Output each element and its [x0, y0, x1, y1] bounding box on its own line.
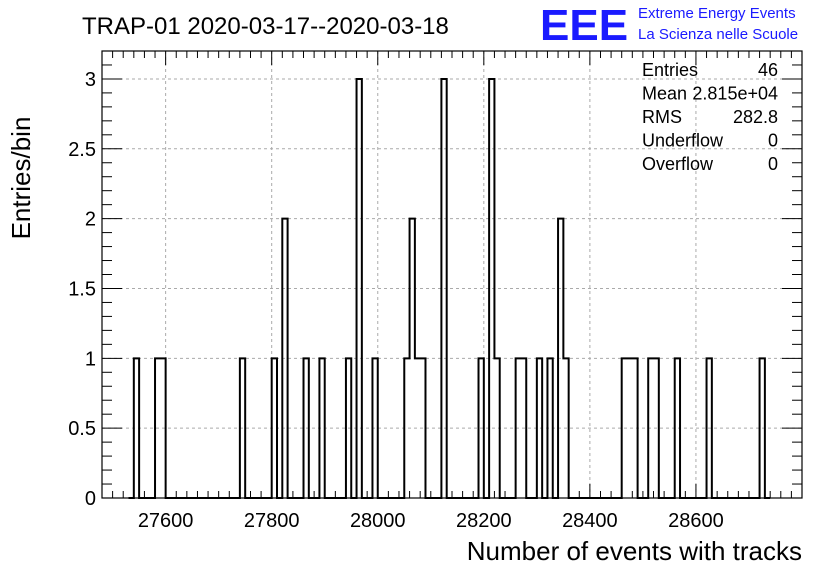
histogram-bin	[521, 358, 526, 498]
histogram-bin	[134, 358, 139, 498]
histogram-bin	[547, 358, 552, 498]
histogram-bin	[627, 358, 632, 498]
histogram-bin	[415, 358, 420, 498]
tick-labels: 27600 27800 28000 28200 28400 28600 0 0.5 1 1.5 2 2…	[68, 69, 724, 532]
eee-logo: EEE Extreme Energy Events La Scienza nel…	[540, 1, 798, 50]
stats-box: Entries 46 Mean 2.815e+04 RMS 282.8 Underflow 0…	[642, 60, 778, 174]
y-axis-label: Entries/bin	[6, 117, 36, 240]
histogram-bin	[516, 358, 521, 498]
histogram-bin	[558, 219, 563, 498]
histogram-bin	[563, 358, 568, 498]
x-axis-label: Number of events with tracks	[467, 536, 802, 566]
histogram-bin	[372, 358, 377, 498]
histogram-bin	[441, 79, 446, 498]
histogram-bin	[272, 358, 277, 498]
x-tick-label: 28000	[350, 510, 406, 532]
histogram-bin	[160, 358, 165, 498]
axis-ticks	[101, 51, 803, 499]
histogram-bin	[155, 358, 160, 498]
histogram-bin	[537, 358, 542, 498]
histogram-bin	[240, 358, 245, 498]
histogram-bin	[357, 79, 362, 498]
histogram-bin	[632, 358, 637, 498]
stats-value: 2.815e+04	[692, 84, 778, 104]
histogram-bin	[654, 358, 659, 498]
histogram-bin	[494, 358, 499, 498]
histogram-bin	[346, 358, 351, 498]
y-tick-label: 0	[85, 488, 96, 510]
x-tick-label: 28200	[456, 510, 512, 532]
histogram-bin	[489, 79, 494, 498]
histogram-bin	[420, 358, 425, 498]
y-tick-label: 1	[85, 348, 96, 370]
x-tick-label: 28600	[668, 510, 724, 532]
grid	[102, 51, 802, 498]
plot-frame	[101, 50, 803, 499]
histogram-bin	[707, 358, 712, 498]
stats-label: Overflow	[642, 154, 714, 174]
chart-title: TRAP-01 2020-03-17--2020-03-18	[82, 13, 449, 40]
y-tick-label: 0.5	[68, 418, 96, 440]
y-tick-label: 2	[85, 209, 96, 231]
histogram-bin	[760, 358, 765, 498]
histogram-bin	[404, 358, 409, 498]
logo-mark: EEE	[540, 1, 628, 50]
logo-line1: Extreme Energy Events	[638, 5, 796, 22]
stats-value: 0	[768, 154, 778, 174]
histogram-bin	[304, 358, 309, 498]
y-tick-label: 1.5	[68, 278, 96, 300]
y-tick-label: 2.5	[68, 139, 96, 161]
histogram-bin	[410, 219, 415, 498]
stats-value: 46	[758, 60, 778, 80]
stats-label: RMS	[642, 107, 682, 127]
stats-label: Underflow	[642, 131, 724, 151]
logo-line2: La Scienza nelle Scuole	[638, 26, 798, 43]
y-tick-label: 3	[85, 69, 96, 91]
x-tick-label: 27800	[244, 510, 300, 532]
stats-value: 282.8	[733, 107, 778, 127]
histogram-bin	[675, 358, 680, 498]
x-tick-label: 27600	[138, 510, 194, 532]
histogram-bin	[622, 358, 627, 498]
histogram-bin	[319, 358, 324, 498]
stats-label: Mean	[642, 84, 687, 104]
histogram-bin	[648, 358, 653, 498]
stats-label: Entries	[642, 60, 698, 80]
histogram-bin	[282, 219, 287, 498]
x-tick-label: 28400	[562, 510, 618, 532]
histogram-bin	[479, 358, 484, 498]
stats-value: 0	[768, 131, 778, 151]
